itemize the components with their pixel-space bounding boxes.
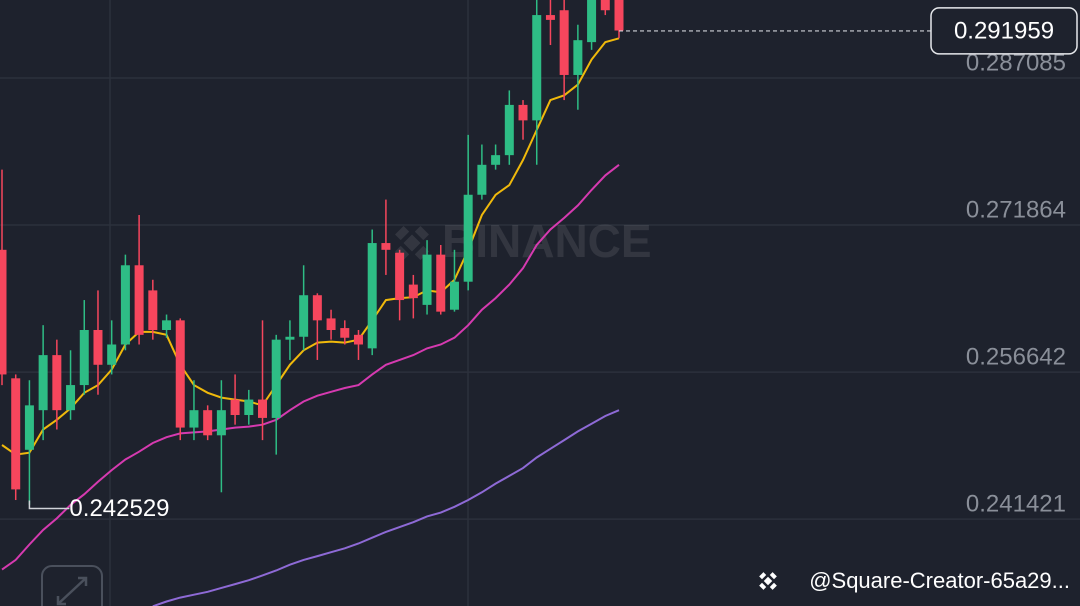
candle-body	[258, 399, 268, 418]
candle-body	[216, 410, 226, 436]
candle-body	[79, 330, 89, 386]
candle-body	[52, 355, 62, 411]
candles	[0, 0, 624, 505]
candle-body	[614, 0, 624, 31]
candle-body	[0, 249, 7, 375]
candle-body	[93, 330, 103, 365]
candle-body	[353, 334, 363, 345]
expand-button[interactable]	[41, 565, 103, 606]
candle-body	[518, 104, 528, 121]
candle-body	[66, 385, 76, 411]
candle-body	[395, 252, 405, 301]
candle-body	[162, 320, 172, 331]
labels: 0.2870850.2718640.2566420.2414210.291959…	[28, 7, 1078, 522]
footer: @Square-Creator-65a29...	[759, 568, 1070, 593]
candle-body	[449, 281, 459, 310]
candle-body	[408, 284, 418, 299]
moving-average-line	[1, 37, 620, 456]
watermark-text: BINANCE	[442, 215, 652, 267]
candle-body	[381, 243, 391, 250]
candle-body	[299, 295, 309, 337]
candle-body	[38, 355, 48, 411]
moving-averages	[1, 37, 620, 606]
candle-body	[134, 265, 144, 335]
moving-average-line	[1, 164, 620, 571]
low-price-label: 0.242529	[69, 495, 169, 522]
candle-body	[326, 318, 336, 331]
candle-body	[24, 405, 34, 450]
candle-body	[587, 0, 597, 43]
candle-body	[11, 378, 21, 490]
candle-body	[120, 265, 130, 345]
candle-body	[422, 254, 432, 305]
y-tick-label: 0.241421	[966, 490, 1066, 517]
candle-body	[203, 410, 213, 436]
candle-body	[463, 194, 473, 282]
low-price-pointer	[28, 500, 70, 510]
candle-body	[107, 344, 117, 365]
candle-body	[230, 399, 240, 416]
y-tick-label: 0.256642	[966, 343, 1066, 370]
last-price-box	[930, 7, 1078, 55]
moving-average-line	[152, 409, 620, 606]
candle-body	[545, 15, 555, 20]
expand-icon	[56, 576, 88, 606]
candle-body	[189, 410, 199, 428]
footer-text: @Square-Creator-65a29...	[809, 568, 1070, 593]
last-price-label: 0.291959	[954, 17, 1054, 44]
candle-body	[285, 336, 295, 340]
candle-body	[271, 339, 281, 418]
candle-body	[312, 295, 322, 321]
candle-body	[477, 164, 487, 195]
candle-body	[244, 399, 254, 416]
candle-body	[573, 40, 583, 75]
candle-body	[175, 320, 185, 428]
candle-body	[436, 254, 446, 312]
candle-body	[532, 15, 542, 121]
candle-body	[504, 104, 514, 156]
expand-button-frame[interactable]	[41, 565, 103, 606]
candle-body	[367, 243, 377, 349]
candle-body	[600, 0, 610, 11]
candle-body	[559, 10, 569, 75]
candle-body	[340, 328, 350, 338]
candle-body	[491, 155, 501, 165]
candle-body	[148, 290, 158, 331]
y-tick-label: 0.271864	[966, 196, 1066, 223]
